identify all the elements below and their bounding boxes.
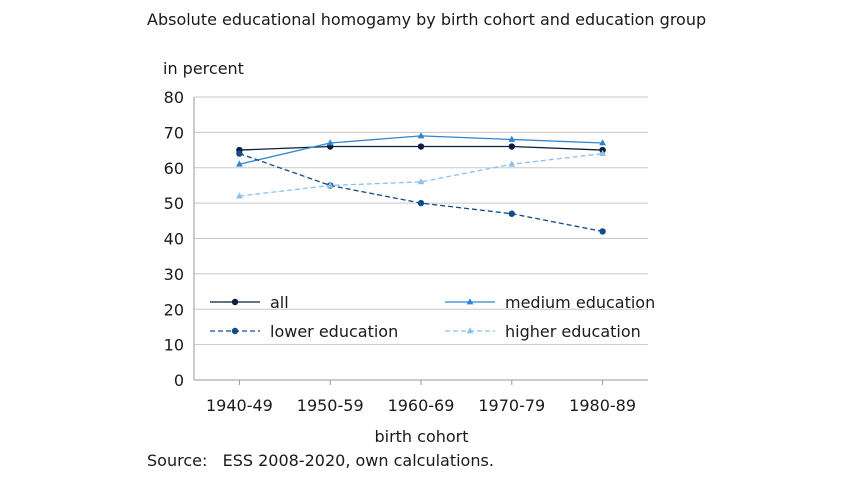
axes: 0 10 20 30 40 50 60 70 80 1940-49 1950-59 1960-69 19… [164, 88, 636, 415]
y-tick-label: 60 [164, 159, 184, 178]
series-lines [236, 132, 606, 235]
data-point [508, 143, 515, 150]
data-point [417, 199, 425, 207]
data-point [417, 143, 425, 150]
series-line [239, 135, 603, 165]
data-point [417, 132, 425, 139]
y-tick-label: 70 [164, 123, 184, 142]
y-tick-label: 0 [174, 371, 184, 390]
legend: all medium education lower education higher… [210, 293, 655, 341]
x-axis-label: birth cohort [374, 427, 469, 446]
series-line [239, 152, 603, 233]
data-point [326, 181, 334, 188]
y-tick-label: 80 [164, 88, 184, 107]
data-point [236, 192, 243, 199]
data-point [599, 228, 606, 235]
data-point [599, 149, 606, 156]
data-point [236, 160, 243, 167]
data-point [236, 150, 243, 157]
y-tick-label: 30 [164, 265, 184, 284]
legend-item-lower-education: lower education [210, 322, 398, 341]
legend-label: lower education [270, 322, 398, 341]
legend-item-all: all [210, 293, 289, 312]
legend-marker [466, 298, 474, 305]
series-medium-education [236, 132, 606, 167]
series-higher-education [236, 149, 606, 199]
y-tick-label: 50 [164, 194, 184, 213]
series-line [239, 152, 603, 197]
y-tick-label: 20 [164, 300, 184, 319]
x-tick-label: 1950-59 [297, 396, 364, 415]
series-lower-education [236, 150, 606, 235]
x-tick-label: 1970-79 [478, 396, 545, 415]
data-point [508, 160, 516, 167]
x-tick-label: 1940-49 [206, 396, 273, 415]
data-point [508, 135, 516, 142]
legend-label: higher education [505, 322, 641, 341]
y-tick-label: 40 [164, 230, 184, 249]
data-point [417, 178, 425, 185]
legend-marker [231, 298, 239, 306]
y-axis-unit-label: in percent [163, 59, 244, 78]
y-tick-label: 10 [164, 336, 184, 355]
legend-item-medium-education: medium education [445, 293, 655, 312]
x-tick-label: 1960-69 [388, 396, 455, 415]
gridlines [194, 96, 648, 381]
x-tick-label: 1980-89 [569, 396, 636, 415]
data-point [508, 210, 515, 217]
chart-title: Absolute educational homogamy by birth c… [147, 10, 707, 29]
source-note: Source: ESS 2008-2020, own calculations. [147, 451, 494, 470]
legend-marker [231, 327, 239, 335]
series-all [236, 143, 606, 154]
legend-label: medium education [505, 293, 655, 312]
legend-marker [466, 327, 474, 334]
data-point [599, 139, 606, 146]
legend-label: all [270, 293, 289, 312]
legend-item-higher-education: higher education [445, 322, 641, 341]
data-point [326, 139, 334, 146]
